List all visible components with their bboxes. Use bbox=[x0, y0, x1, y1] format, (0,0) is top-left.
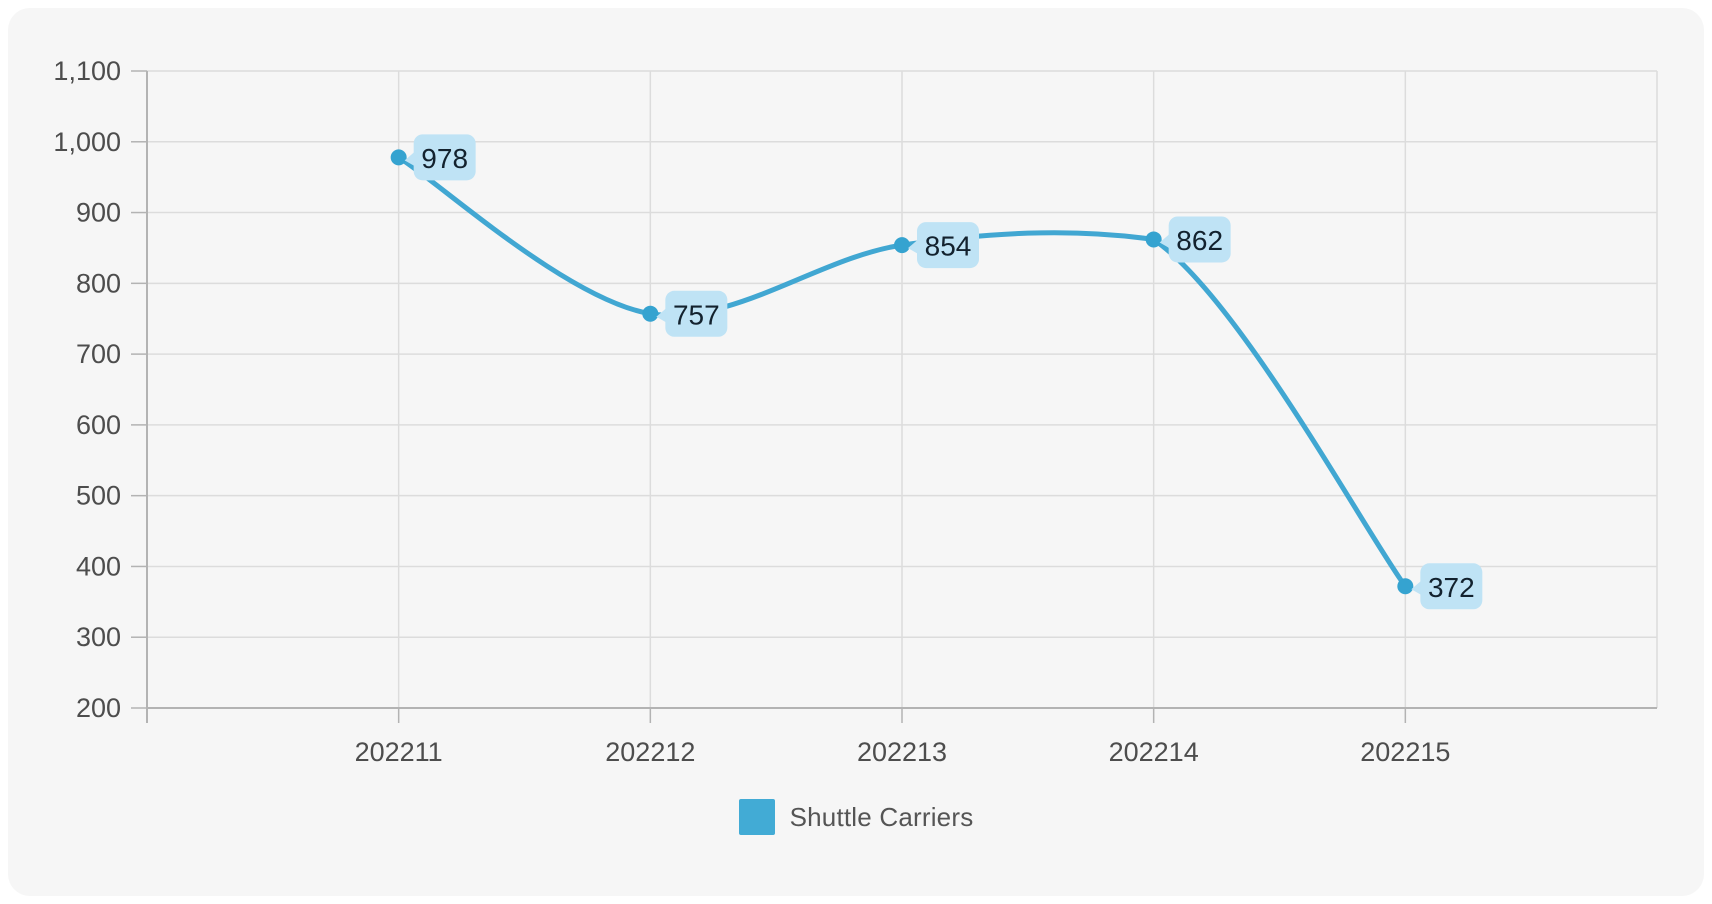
data-point-marker[interactable] bbox=[1145, 231, 1162, 248]
data-label-value: 757 bbox=[673, 299, 720, 330]
x-axis-tick-label: 202212 bbox=[605, 737, 695, 767]
x-axis-tick-label: 202213 bbox=[857, 737, 947, 767]
legend[interactable]: Shuttle Carriers bbox=[0, 799, 1712, 835]
data-label-value: 372 bbox=[1428, 572, 1475, 603]
data-label-value: 854 bbox=[925, 231, 972, 262]
y-axis-tick-label: 1,100 bbox=[53, 56, 121, 86]
data-point-marker[interactable] bbox=[894, 237, 910, 254]
y-axis-tick-label: 600 bbox=[76, 410, 121, 440]
data-label-value: 978 bbox=[421, 143, 468, 174]
data-label-value: 862 bbox=[1176, 225, 1223, 256]
y-axis-tick-label: 900 bbox=[76, 198, 121, 228]
data-point-marker[interactable] bbox=[390, 149, 407, 166]
x-axis-tick-label: 202214 bbox=[1109, 737, 1199, 767]
y-axis-tick-label: 300 bbox=[76, 622, 121, 652]
y-axis-tick-label: 1,000 bbox=[53, 127, 121, 157]
chart-panel bbox=[8, 8, 1704, 896]
legend-swatch-icon bbox=[738, 799, 775, 835]
y-axis-tick-label: 700 bbox=[76, 339, 121, 369]
x-axis-tick-label: 202215 bbox=[1360, 737, 1450, 767]
y-axis-tick-label: 400 bbox=[76, 551, 121, 581]
y-axis-tick-label: 200 bbox=[76, 693, 121, 723]
data-label-box[interactable] bbox=[1420, 563, 1483, 610]
data-label-box[interactable] bbox=[665, 290, 728, 337]
legend-label: Shuttle Carriers bbox=[789, 801, 974, 832]
x-axis-tick-label: 202211 bbox=[355, 737, 443, 767]
data-label-box[interactable] bbox=[917, 222, 979, 269]
y-axis-tick-label: 800 bbox=[76, 268, 121, 298]
y-axis-tick-label: 500 bbox=[76, 481, 121, 511]
data-point-marker[interactable] bbox=[642, 305, 659, 322]
data-label-box[interactable] bbox=[413, 134, 476, 181]
data-point-marker[interactable] bbox=[1397, 578, 1414, 595]
data-label-box[interactable] bbox=[1168, 216, 1231, 263]
